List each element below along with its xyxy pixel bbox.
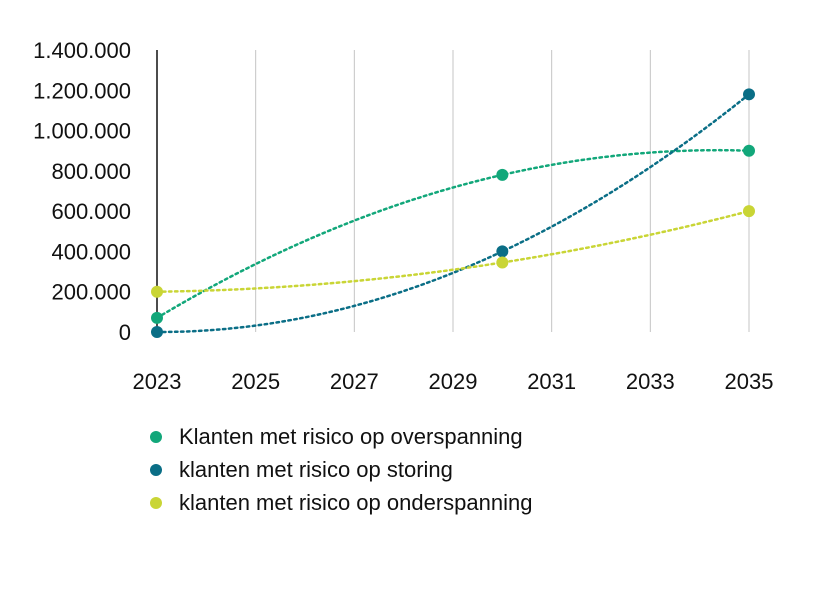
legend-marker <box>150 463 162 476</box>
legend-marker <box>150 496 162 509</box>
legend-label: klanten met risico op storing <box>179 456 453 482</box>
series-line-2 <box>155 209 751 293</box>
data-point <box>743 144 755 157</box>
y-tick-label: 200.000 <box>51 280 131 305</box>
series-line-0 <box>155 148 751 320</box>
data-point <box>151 285 163 298</box>
y-tick-label: 600.000 <box>51 199 131 224</box>
data-point <box>151 311 163 324</box>
data-point <box>743 205 755 218</box>
legend-item-storing: klanten met risico op storing <box>150 453 532 486</box>
grid <box>255 50 750 332</box>
tick-labels: 2023 2025 2027 2029 2031 2033 2035 0 200.000 400.… <box>33 38 773 394</box>
legend-item-onderspanning: klanten met risico op onderspanning <box>150 486 532 519</box>
legend: Klanten met risico op overspanning klant… <box>150 420 532 519</box>
series-points <box>151 88 755 338</box>
x-tick-label: 2025 <box>231 369 280 394</box>
line-chart: 2023 2025 2027 2029 2031 2033 2035 0 200.000 400.… <box>33 38 773 394</box>
y-tick-label: 1.400.000 <box>33 38 131 63</box>
y-tick-label: 0 <box>119 320 131 345</box>
data-point <box>743 88 755 101</box>
legend-label: klanten met risico op onderspanning <box>179 489 533 515</box>
legend-label: Klanten met risico op overspanning <box>179 423 523 449</box>
y-tick-label: 400.000 <box>51 239 131 264</box>
data-point <box>151 326 163 338</box>
x-tick-label: 2029 <box>429 369 478 394</box>
y-tick-label: 800.000 <box>51 159 131 184</box>
data-point <box>496 168 509 181</box>
x-tick-label: 2031 <box>527 369 576 394</box>
series-lines <box>155 93 751 334</box>
data-point <box>496 245 509 258</box>
y-tick-label: 1.000.000 <box>33 119 131 144</box>
x-tick-label: 2023 <box>133 369 182 394</box>
x-tick-label: 2035 <box>725 369 774 394</box>
x-tick-label: 2027 <box>330 369 379 394</box>
legend-marker <box>150 430 162 443</box>
data-point <box>496 256 509 269</box>
y-tick-label: 1.200.000 <box>33 78 131 103</box>
x-tick-label: 2033 <box>626 369 675 394</box>
legend-item-overspanning: Klanten met risico op overspanning <box>150 420 532 453</box>
series-line-1 <box>155 93 751 334</box>
